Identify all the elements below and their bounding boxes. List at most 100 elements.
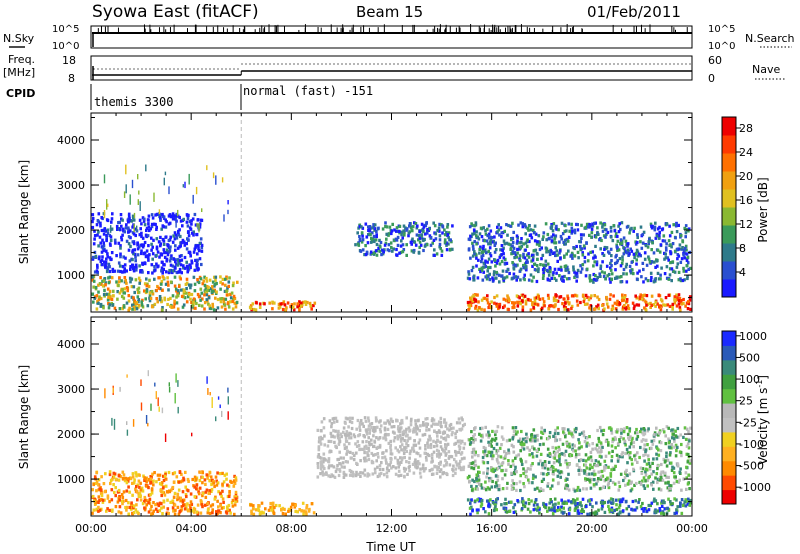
heatmap-cell: [160, 482, 163, 487]
heatmap-cell: [577, 511, 581, 515]
heatmap-cell: [342, 475, 346, 479]
heatmap-cell: [687, 227, 691, 231]
heatmap-cell: [535, 242, 539, 246]
heatmap-cell: [561, 302, 564, 306]
heatmap-cell: [219, 280, 222, 284]
heatmap-cell: [171, 264, 175, 268]
heatmap-cell: [200, 262, 203, 267]
heatmap-cell: [477, 237, 481, 241]
heatmap-cell: [498, 233, 501, 237]
heatmap-cell: [357, 434, 360, 438]
heatmap-cell: [521, 308, 525, 312]
heatmap-cell: [597, 436, 600, 441]
heatmap-cell: [184, 493, 188, 497]
heatmap-cell: [345, 445, 348, 449]
heatmap-cell: [102, 228, 105, 232]
nave-point: [553, 63, 555, 65]
heatmap-cell: [667, 426, 670, 430]
heatmap-cell: [351, 416, 354, 420]
heatmap-cell: [546, 277, 550, 281]
heatmap-cell: [129, 267, 132, 271]
heatmap-cell: [654, 304, 657, 308]
heatmap-cell: [587, 225, 590, 229]
nave-point: [449, 63, 451, 65]
heatmap-cell: [431, 422, 435, 426]
heatmap-cell: [533, 507, 537, 511]
heatmap-cell: [682, 435, 685, 439]
heatmap-cell: [516, 239, 519, 243]
heatmap-cell: [637, 500, 640, 504]
heatmap-cell: [106, 298, 110, 302]
colorbar-swatch: [722, 117, 736, 136]
heatmap-cell: [619, 472, 623, 476]
heatmap-cell: [477, 497, 481, 501]
heatmap-cell: [656, 271, 660, 275]
heatmap-cell: [252, 307, 256, 312]
heatmap-cell: [172, 234, 175, 238]
heatmap-cell: [92, 285, 95, 289]
heatmap-cell: [188, 220, 192, 224]
heatmap-cell: [544, 503, 548, 507]
heatmap-cell: [488, 476, 491, 481]
heatmap-cell: [685, 476, 688, 480]
y-tick-label: 3000: [57, 179, 85, 192]
heatmap-cell: [401, 430, 404, 434]
heatmap-cell: [487, 236, 491, 240]
heatmap-cell: [572, 268, 575, 272]
heatmap-cell: [682, 253, 685, 257]
heatmap-cell: [252, 512, 256, 516]
heatmap-cell: [331, 474, 335, 478]
heatmap-cell: [356, 231, 359, 235]
heatmap-cell: [492, 272, 496, 277]
heatmap-cell: [611, 239, 615, 243]
heatmap-cell: [158, 482, 162, 486]
heatmap-cell: [506, 233, 509, 237]
heatmap-cell: [271, 504, 275, 508]
heatmap-cell: [643, 507, 646, 511]
heatmap-cell: [138, 218, 142, 222]
heatmap-cell: [449, 427, 453, 431]
heatmap-cell: [198, 303, 201, 307]
heatmap-cell: [525, 253, 529, 257]
heatmap-cell: [267, 508, 271, 512]
heatmap-cell: [370, 438, 373, 442]
heatmap-cell: [193, 495, 197, 499]
heatmap-cell: [563, 238, 567, 242]
heatmap-cell: [512, 230, 515, 234]
nave-point: [497, 63, 499, 65]
heatmap-cell: [532, 508, 536, 512]
heatmap-cell: [646, 484, 649, 488]
heatmap-cell: [367, 419, 371, 423]
heatmap-cell: [476, 308, 480, 312]
heatmap-cell: [139, 243, 142, 247]
heatmap-cell: [438, 453, 441, 457]
heatmap-cell: [354, 474, 358, 478]
heatmap-cell: [688, 461, 692, 465]
heatmap-cell: [106, 496, 110, 500]
heatmap-cell: [322, 460, 325, 464]
heatmap-cell: [417, 441, 421, 445]
heatmap-cell: [201, 297, 204, 301]
heatmap-cell: [684, 504, 688, 508]
heatmap-cell: [579, 233, 583, 237]
heatmap-cell: [488, 246, 492, 250]
heatmap-cell: [372, 453, 375, 457]
heatmap-cell: [184, 470, 187, 474]
heatmap-cell: [160, 227, 163, 231]
heatmap-cell: [377, 226, 380, 230]
heatmap-cell: [321, 465, 325, 469]
heatmap-cell: [533, 439, 537, 443]
heatmap-cell: [549, 486, 552, 491]
heatmap-cell: [652, 280, 656, 284]
heatmap-cell: [599, 448, 603, 452]
nave-point: [229, 68, 231, 70]
freq-label: Freq.: [8, 53, 35, 66]
nave-point: [313, 63, 315, 65]
heatmap-cell: [614, 446, 617, 450]
heatmap-cell: [629, 247, 632, 251]
heatmap-cell: [467, 247, 471, 251]
heatmap-cell: [109, 295, 112, 299]
heatmap-cell: [353, 453, 356, 458]
heatmap-cell: [556, 474, 560, 478]
